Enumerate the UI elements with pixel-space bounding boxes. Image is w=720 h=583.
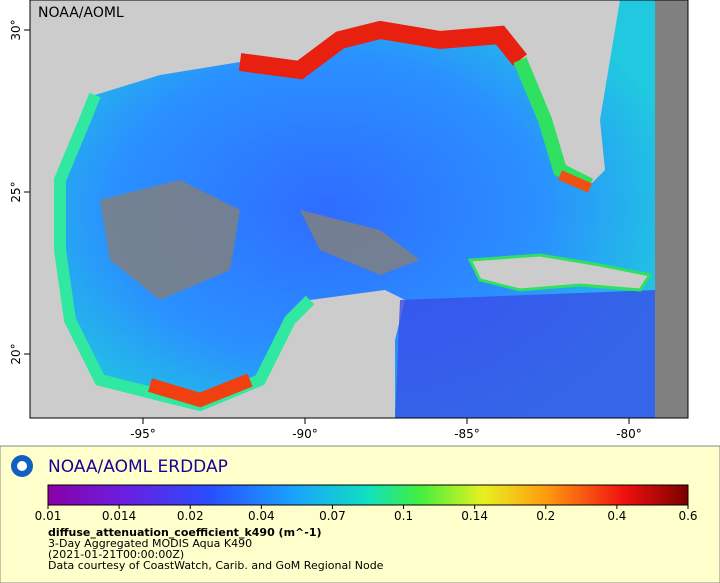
colorbar-tick-label: 0.2 [536,509,555,523]
credit: Data courtesy of CoastWatch, Carib. and … [48,559,384,572]
coastal-band [54,92,315,412]
coastal-band [238,20,528,80]
lat-tick-label: 25° [9,181,23,202]
lon-tick-label: -85° [454,427,480,441]
variable: diffuse_attenuation_coefficient_k490 (m^… [48,526,322,539]
legend-title: NOAA/AOML ERDDAP [48,457,228,477]
legend-panel [0,445,720,583]
logo-center [17,461,27,471]
map-area: NOAA/AOML [29,0,689,419]
no-data [300,210,420,275]
colorbar-tick-label: 0.01 [35,509,62,523]
lon-tick-label: -80° [616,427,642,441]
cuba [467,253,653,292]
colorbar-tick-label: 0.4 [607,509,626,523]
colorbar-tick-label: 0.6 [678,509,697,523]
map-label: NOAA/AOML [38,5,124,21]
lon-tick-label: -90° [292,427,318,441]
map-frame [29,0,689,419]
lon-tick-label: -95° [130,427,156,441]
colorbar-tick-label: 0.14 [461,509,488,523]
time: (2021-01-21T00:00:00Z) [48,548,184,561]
lat-tick-label: 30° [9,19,23,40]
colorbar-tick-label: 0.02 [177,509,204,523]
lat-tick-label: 20° [9,343,23,364]
no-data [100,180,240,300]
colorbar [47,484,689,506]
caribbean [395,290,655,418]
coastal-band [147,373,253,408]
colorbar-tick-label: 0.014 [102,509,136,523]
dataset: 3-Day Aggregated MODIS Aqua K490 [48,537,252,550]
colorbar-tick-label: 0.07 [319,509,346,523]
no-data [655,0,688,418]
coastal-band [558,170,592,193]
colorbar-tick-label: 0.04 [248,509,275,523]
colorbar-tick-label: 0.1 [394,509,413,523]
